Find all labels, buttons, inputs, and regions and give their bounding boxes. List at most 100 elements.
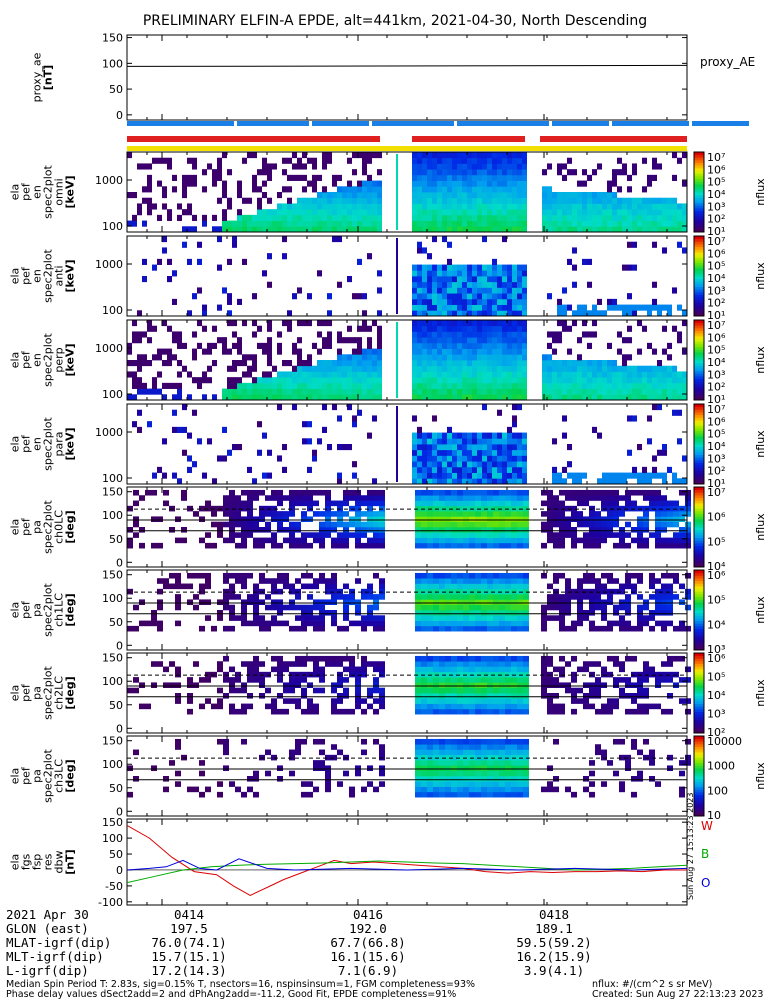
spec-cell xyxy=(433,693,439,699)
spec-cell xyxy=(427,214,432,221)
spec-cell xyxy=(583,500,589,507)
spec-cell xyxy=(547,537,553,544)
spec-cell xyxy=(127,348,132,355)
spec-cell xyxy=(377,180,382,187)
spec-cell xyxy=(657,226,662,233)
spec-cell xyxy=(517,449,522,456)
spec-cell xyxy=(542,365,547,372)
spec-cell xyxy=(337,226,342,233)
spec-cell xyxy=(422,354,427,361)
spec-cell xyxy=(277,495,283,501)
spec-cell xyxy=(457,203,462,210)
spec-cell xyxy=(582,203,587,210)
blue-bar-segment xyxy=(552,121,609,126)
spec-cell xyxy=(552,478,557,485)
spec-cell xyxy=(422,348,427,355)
y-axis-label: anti xyxy=(53,265,66,286)
spec-cell xyxy=(457,455,462,462)
spec-cell xyxy=(493,703,499,710)
spec-cell xyxy=(493,495,499,501)
spec-cell xyxy=(547,360,552,367)
spec-cell xyxy=(462,174,467,181)
y-tick-label: 150 xyxy=(102,486,123,499)
spec-cell xyxy=(502,377,507,384)
spec-cell xyxy=(557,163,562,170)
spec-cell xyxy=(332,203,337,210)
blue-bar-segment xyxy=(457,121,549,126)
spec-cell xyxy=(655,527,661,533)
spec-cell xyxy=(331,703,337,710)
spec-cell xyxy=(442,461,447,468)
spec-cell xyxy=(372,186,377,193)
spec-cell xyxy=(197,342,202,349)
spec-cell xyxy=(355,521,361,528)
spec-cell xyxy=(462,394,467,401)
spec-cell xyxy=(502,310,507,317)
spec-cell xyxy=(362,310,367,317)
spec-cell xyxy=(222,388,227,395)
spec-cell xyxy=(523,760,529,766)
spec-cell xyxy=(511,760,517,766)
spec-cell xyxy=(559,511,565,517)
spec-cell xyxy=(427,511,433,517)
spec-cell xyxy=(352,388,357,395)
spec-cell xyxy=(361,511,367,517)
spec-cell xyxy=(482,287,487,294)
spec-cell xyxy=(507,220,512,227)
spec-cell xyxy=(217,703,223,710)
spec-cell xyxy=(553,708,559,715)
spec-cell xyxy=(522,281,527,288)
spec-cell xyxy=(547,615,553,621)
spec-cell xyxy=(301,500,307,507)
spec-cell xyxy=(511,542,517,549)
spec-cell xyxy=(481,765,487,772)
spec-cell xyxy=(252,174,257,181)
spec-cell xyxy=(467,197,472,204)
spec-cell xyxy=(367,197,372,204)
spec-cell xyxy=(517,404,522,411)
spec-cell xyxy=(421,511,427,517)
spec-cell xyxy=(317,377,322,384)
spec-cell xyxy=(557,310,562,317)
spec-cell xyxy=(562,174,567,181)
spec-cell xyxy=(685,532,691,538)
spec-cell xyxy=(632,388,637,395)
spec-cell xyxy=(282,236,287,243)
spec-cell xyxy=(451,781,457,787)
spec-cell xyxy=(327,293,332,300)
spec-cell xyxy=(469,615,475,621)
spec-cell xyxy=(442,360,447,367)
spec-cell xyxy=(421,516,427,523)
spec-cell xyxy=(502,287,507,294)
spec-cell xyxy=(595,693,601,699)
spec-cell xyxy=(271,578,277,584)
spec-cell xyxy=(592,214,597,221)
spec-cell xyxy=(421,677,427,683)
spec-cell xyxy=(172,382,177,389)
spec-cell xyxy=(439,687,445,694)
spec-cell xyxy=(271,511,277,517)
spec-cell xyxy=(652,304,657,311)
spec-cell xyxy=(355,537,361,544)
spec-cell xyxy=(602,192,607,199)
spec-cell xyxy=(282,253,287,260)
spec-cell xyxy=(451,500,457,507)
spec-cell xyxy=(631,500,637,507)
spec-cell xyxy=(517,572,523,579)
spec-cell xyxy=(649,489,655,496)
spec-cell xyxy=(482,264,487,271)
spec-cell xyxy=(457,594,463,600)
spec-cell xyxy=(439,604,445,611)
spec-cell xyxy=(287,320,292,327)
spec-cell xyxy=(457,599,463,606)
spec-cell xyxy=(362,203,367,210)
spec-cell xyxy=(472,174,477,181)
y-axis-label: spec2plot xyxy=(42,583,55,637)
spec-cell xyxy=(417,247,422,254)
spec-cell xyxy=(523,578,529,584)
spec-cell xyxy=(463,620,469,627)
blue-bar-segment xyxy=(237,121,309,126)
spec-cell xyxy=(592,331,597,338)
spec-cell xyxy=(301,516,307,523)
